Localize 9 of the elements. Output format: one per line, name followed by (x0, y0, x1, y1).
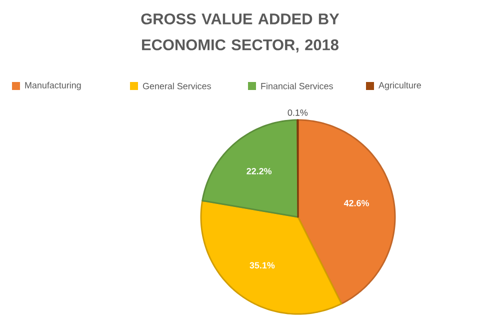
chart-title: GROSS VALUE ADDED BY ECONOMIC SECTOR, 2018 (141, 13, 340, 53)
data-label: 0.1% (288, 109, 308, 116)
legend-label: General Services (142, 82, 211, 90)
legend-label: Agriculture (378, 82, 421, 90)
legend-label: Manufacturing (25, 82, 81, 90)
data-label: 22.2% (246, 168, 272, 174)
data-label: 35.1% (250, 262, 275, 268)
data-label: 42.6% (344, 200, 369, 206)
legend-label: Financial Services (261, 82, 333, 90)
